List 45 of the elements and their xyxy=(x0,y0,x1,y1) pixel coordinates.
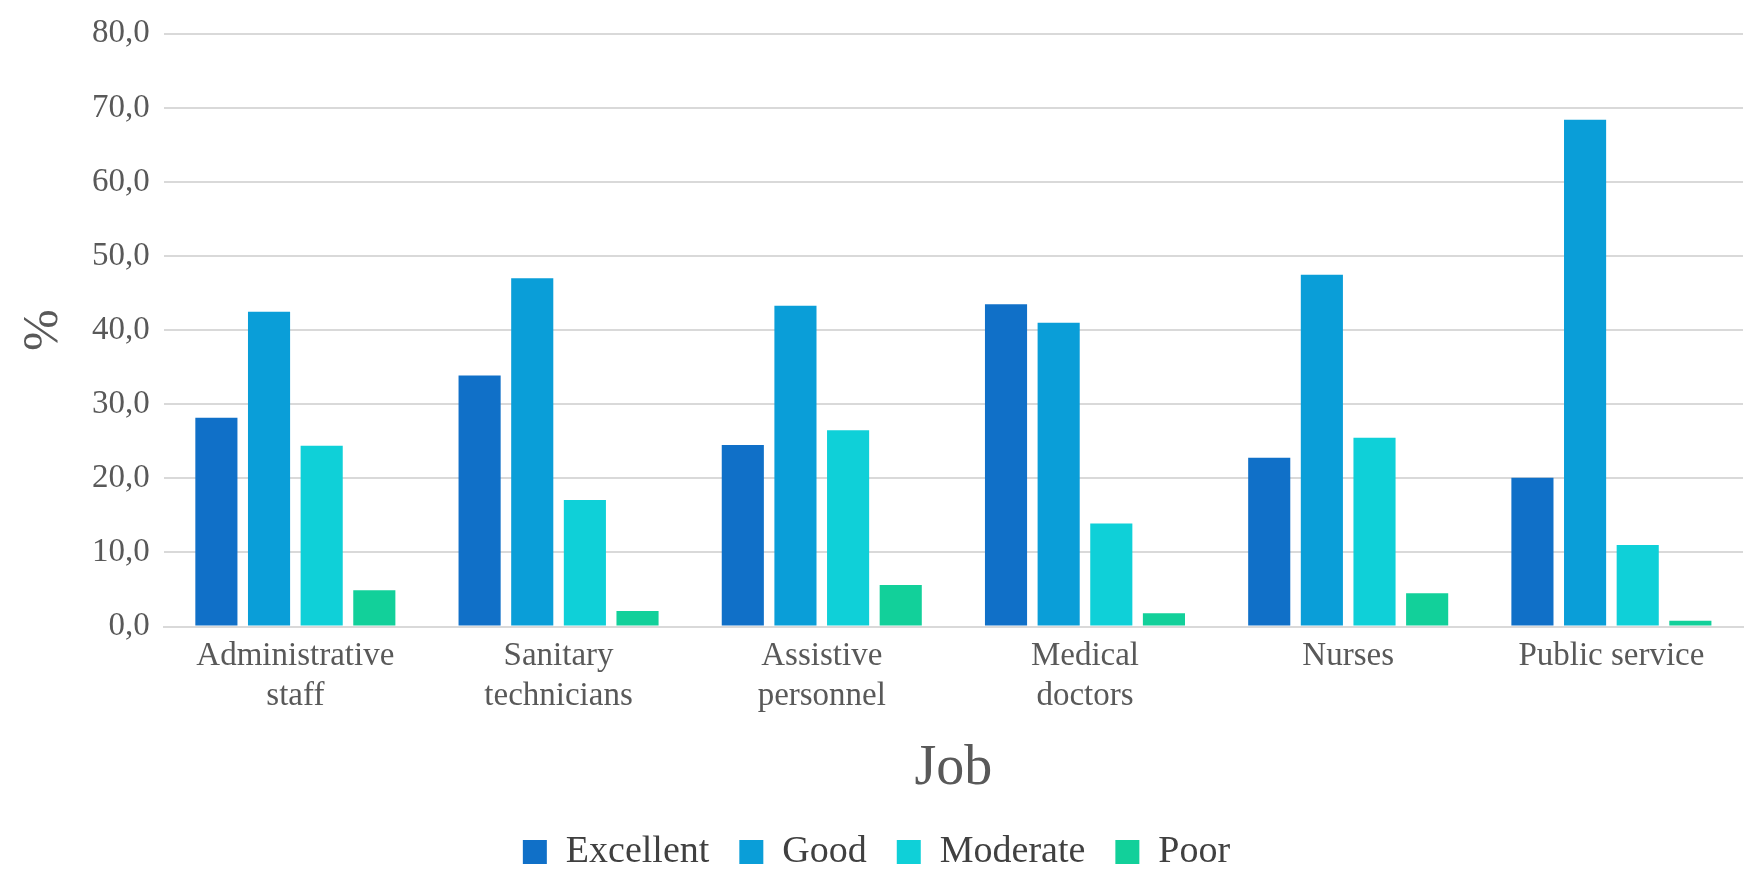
y-tick-label: 80,0 xyxy=(92,13,150,50)
bar xyxy=(879,585,922,626)
x-axis-title: Job xyxy=(914,734,993,797)
bar xyxy=(1564,119,1607,626)
legend-label: Good xyxy=(782,827,867,870)
legend-label: Moderate xyxy=(939,827,1086,870)
x-tick-label: Medical doctors xyxy=(1030,636,1140,712)
bar xyxy=(563,499,606,626)
bar xyxy=(721,445,764,626)
bar xyxy=(984,304,1028,626)
bar xyxy=(1616,545,1659,626)
bar xyxy=(1248,457,1291,626)
y-tick-label: 40,0 xyxy=(92,309,150,346)
bar xyxy=(1142,613,1185,626)
y-tick-label: 50,0 xyxy=(92,235,150,272)
bar xyxy=(774,305,817,626)
bar xyxy=(247,311,291,626)
bar xyxy=(1300,274,1343,626)
legend-label: Poor xyxy=(1158,827,1231,870)
legend-label: Excellent xyxy=(565,827,710,870)
y-tick-label: 70,0 xyxy=(92,87,150,124)
x-tick-label: Administrative staff xyxy=(196,636,395,712)
bar xyxy=(300,445,343,626)
x-tick-label: Public service xyxy=(1518,636,1705,673)
y-tick-label: 20,0 xyxy=(92,458,150,495)
y-tick-label: 0,0 xyxy=(108,606,150,643)
x-tick-label: Assistive personnel xyxy=(757,636,886,712)
bar xyxy=(827,430,870,626)
bar xyxy=(458,375,501,626)
y-tick-label: 30,0 xyxy=(92,383,150,420)
y-tick-label: 10,0 xyxy=(92,532,150,569)
x-tick-label: Sanitary technicians xyxy=(484,636,633,712)
bar xyxy=(616,611,659,626)
bar xyxy=(1353,437,1396,626)
bar xyxy=(511,278,554,626)
y-tick-label: 60,0 xyxy=(92,161,150,198)
bar xyxy=(1669,620,1712,626)
bar xyxy=(195,417,238,626)
bar xyxy=(1511,477,1554,626)
bar xyxy=(1406,593,1449,626)
y-axis-title: % xyxy=(12,309,69,352)
x-tick-label: Nurses xyxy=(1302,636,1395,673)
bar xyxy=(1037,322,1080,626)
bar xyxy=(1090,523,1133,626)
bar xyxy=(353,590,396,626)
